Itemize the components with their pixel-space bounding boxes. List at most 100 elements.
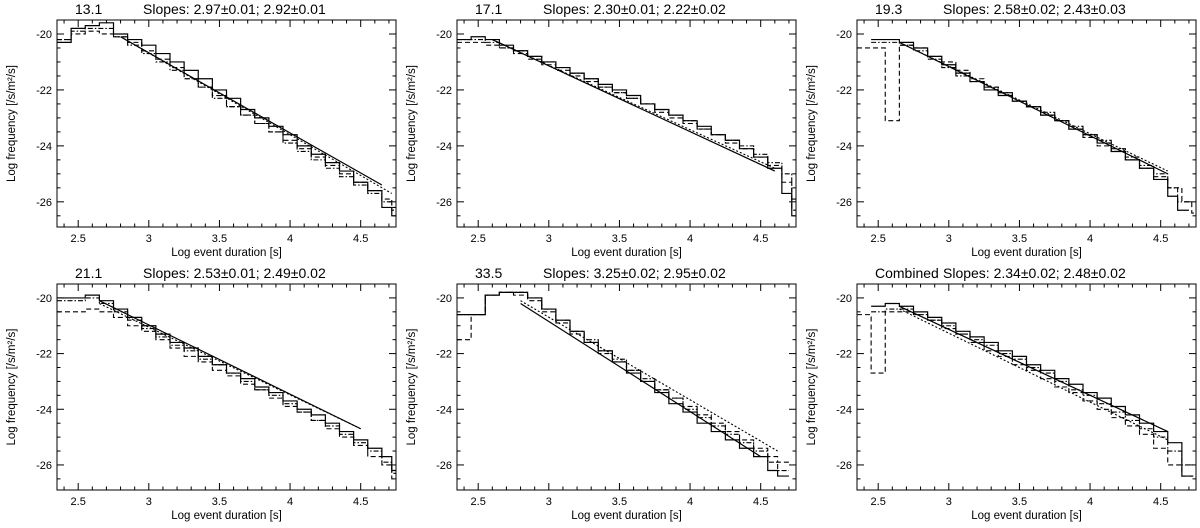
chart-panel: 21.1 Slopes: 2.53±0.01; 2.49±0.02 2.5 3 3.5 4… [6, 265, 397, 522]
fit-line [99, 302, 361, 430]
panel-label: 19.3 [875, 1, 902, 17]
x-tick-label: 4 [287, 233, 293, 245]
y-tick-label: -22 [436, 349, 452, 361]
histogram-series [57, 308, 396, 480]
y-axis-label: Log frequency [/s/m²/s] [6, 65, 18, 182]
plot-area [57, 294, 396, 480]
x-tick-label: 2.5 [471, 233, 486, 245]
fit-line [520, 300, 778, 452]
y-axis-label: Log frequency [/s/m²/s] [406, 65, 418, 182]
y-tick-label: -24 [436, 141, 452, 153]
x-tick-label: 4 [687, 496, 693, 508]
panel-label: 13.1 [75, 1, 102, 17]
plot-area [857, 302, 1194, 477]
x-tick-label: 4.5 [753, 496, 768, 508]
y-tick-label: -22 [436, 85, 452, 97]
x-tick-label: 2.5 [71, 233, 86, 245]
histogram-series [457, 39, 796, 200]
fit-line [899, 308, 1168, 441]
histogram-series [457, 291, 789, 477]
histogram-series [871, 308, 1194, 466]
fit-line [492, 39, 776, 172]
y-tick-label: -26 [436, 460, 452, 472]
x-tick-label: 4.5 [353, 233, 368, 245]
histogram-series [57, 27, 396, 211]
plot-frame [56, 283, 397, 491]
histogram-series [871, 41, 1189, 203]
x-tick-label: 3.5 [212, 233, 227, 245]
x-tick-label: 3.5 [612, 233, 627, 245]
y-tick-label: -24 [836, 141, 852, 153]
plot-frame [856, 19, 1197, 228]
chart-panel: 17.1 Slopes: 2.30±0.01; 2.22±0.02 2.5 3 3.5 4… [406, 1, 797, 259]
x-tick-label: 4 [1087, 233, 1093, 245]
y-tick-label: -24 [36, 141, 52, 153]
x-tick-label: 2.5 [871, 233, 886, 245]
plot-frame [56, 19, 397, 228]
y-axis-label: Log frequency [/s/m²/s] [6, 329, 18, 446]
x-tick-label: 4 [287, 496, 293, 508]
y-tick-label: -26 [436, 197, 452, 209]
x-axis-label: Log event duration [s] [171, 510, 282, 522]
slopes-label: Slopes: 2.34±0.02; 2.48±0.02 [943, 265, 1126, 281]
y-tick-label: -22 [836, 349, 852, 361]
plot-area [457, 291, 789, 477]
x-tick-label: 3 [946, 233, 952, 245]
plot-area [857, 38, 1196, 214]
slopes-label: Slopes: 2.30±0.01; 2.22±0.02 [543, 1, 726, 17]
x-tick-label: 3.5 [1012, 233, 1027, 245]
x-tick-label: 3.5 [1012, 496, 1027, 508]
plot-frame [456, 19, 797, 228]
y-tick-label: -20 [36, 29, 52, 41]
x-tick-label: 3 [546, 233, 552, 245]
y-tick-label: -26 [836, 460, 852, 472]
histogram-series [57, 297, 396, 474]
y-tick-label: -26 [836, 197, 852, 209]
x-axis-label: Log event duration [s] [571, 247, 682, 259]
fit-line [99, 300, 361, 430]
y-tick-label: -20 [436, 293, 452, 305]
x-tick-label: 4 [687, 233, 693, 245]
histogram-series [457, 36, 796, 217]
x-tick-label: 3.5 [612, 496, 627, 508]
panel-label: 33.5 [475, 265, 502, 281]
plot-frame [456, 283, 797, 491]
y-tick-label: -20 [36, 293, 52, 305]
x-tick-label: 2.5 [471, 496, 486, 508]
histogram-series [57, 22, 396, 217]
y-tick-label: -22 [36, 349, 52, 361]
x-tick-label: 4.5 [1153, 233, 1168, 245]
x-tick-label: 2.5 [71, 496, 86, 508]
y-tick-label: -24 [836, 404, 852, 416]
x-axis-label: Log event duration [s] [971, 247, 1082, 259]
plot-area [57, 22, 396, 217]
y-axis-label: Log frequency [/s/m²/s] [806, 65, 818, 182]
chart-panel: 13.1 Slopes: 2.97±0.01; 2.92±0.01 2.5 3 3.5 4… [6, 1, 397, 259]
y-tick-label: -22 [36, 85, 52, 97]
chart-panel: 19.3 Slopes: 2.58±0.02; 2.43±0.03 2.5 3 3.5 4… [806, 1, 1197, 259]
y-tick-label: -20 [836, 29, 852, 41]
x-axis-label: Log event duration [s] [571, 510, 682, 522]
slopes-label: Slopes: 2.53±0.01; 2.49±0.02 [143, 265, 326, 281]
x-tick-label: 2.5 [871, 496, 886, 508]
histogram-series [871, 38, 1189, 211]
histogram-series [871, 302, 1194, 477]
histogram-series [57, 294, 396, 472]
x-tick-label: 3 [146, 496, 152, 508]
fit-line [120, 36, 383, 186]
slopes-label: Slopes: 2.97±0.01; 2.92±0.01 [143, 1, 326, 17]
chart-panel: Combined Slopes: 2.34±0.02; 2.48±0.02 2.5 3… [806, 265, 1197, 522]
chart-panel: 33.5 Slopes: 3.25±0.02; 2.95±0.022.5 3 3.5 4… [406, 265, 797, 522]
histogram-series [857, 44, 1196, 214]
x-axis-label: Log event duration [s] [971, 510, 1082, 522]
fit-line [120, 36, 393, 194]
fit-line [899, 305, 1169, 433]
fit-line [520, 302, 762, 458]
fit-line [899, 41, 1168, 172]
histogram-series [457, 291, 789, 472]
y-tick-label: -20 [836, 293, 852, 305]
y-axis-label: Log frequency [/s/m²/s] [806, 329, 818, 446]
x-tick-label: 3 [546, 496, 552, 508]
x-tick-label: 4.5 [353, 496, 368, 508]
plot-frame [856, 283, 1197, 491]
